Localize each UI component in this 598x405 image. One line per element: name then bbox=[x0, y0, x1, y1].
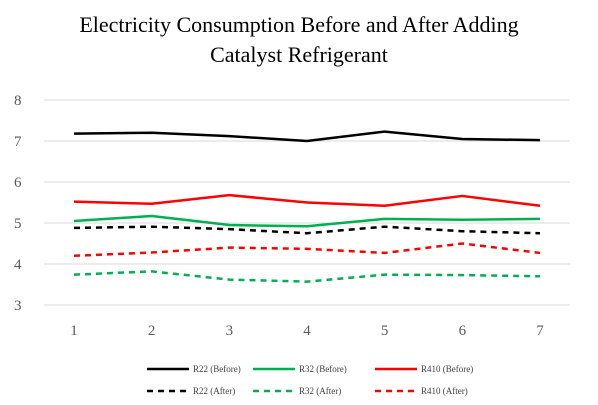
y-tick-label: 5 bbox=[14, 216, 22, 232]
legend-label: R410 (After) bbox=[421, 386, 468, 396]
series-line-r32-before bbox=[73, 214, 541, 228]
legend-label: R32 (After) bbox=[299, 386, 341, 396]
x-tick-label: 7 bbox=[536, 323, 544, 339]
series-line-r22-before bbox=[73, 130, 541, 143]
legend-label: R22 (Before) bbox=[193, 364, 241, 374]
legend: R22 (Before) R32 (Before) R410 (Before) R22… bbox=[147, 364, 473, 396]
legend-label: R410 (Before) bbox=[421, 364, 473, 374]
legend-label: R32 (Before) bbox=[299, 364, 347, 374]
y-tick-label: 7 bbox=[14, 134, 22, 150]
x-tick-label: 3 bbox=[226, 323, 234, 339]
series-line-r32-after bbox=[73, 270, 541, 283]
y-tick-label: 3 bbox=[14, 298, 22, 314]
y-axis-ticks: 3 4 5 6 7 8 bbox=[14, 93, 22, 314]
y-tick-label: 4 bbox=[14, 257, 22, 273]
x-axis-ticks: 1 2 3 4 5 6 7 bbox=[70, 323, 544, 339]
legend-label: R22 (After) bbox=[193, 386, 235, 396]
x-tick-label: 4 bbox=[303, 323, 311, 339]
x-tick-label: 6 bbox=[459, 323, 467, 339]
chart-title-line-2: Catalyst Refrigerant bbox=[210, 42, 388, 67]
series-line-r410-after bbox=[73, 242, 541, 258]
y-tick-label: 8 bbox=[14, 93, 22, 109]
chart-title-line-1: Electricity Consumption Before and After… bbox=[79, 12, 518, 37]
x-tick-label: 1 bbox=[70, 323, 78, 339]
x-tick-label: 5 bbox=[381, 323, 389, 339]
y-tick-label: 6 bbox=[14, 175, 22, 191]
series-lines bbox=[73, 130, 541, 283]
series-line-r410-before bbox=[73, 193, 541, 208]
x-tick-label: 2 bbox=[148, 323, 156, 339]
series-line-r22-after bbox=[73, 225, 541, 235]
